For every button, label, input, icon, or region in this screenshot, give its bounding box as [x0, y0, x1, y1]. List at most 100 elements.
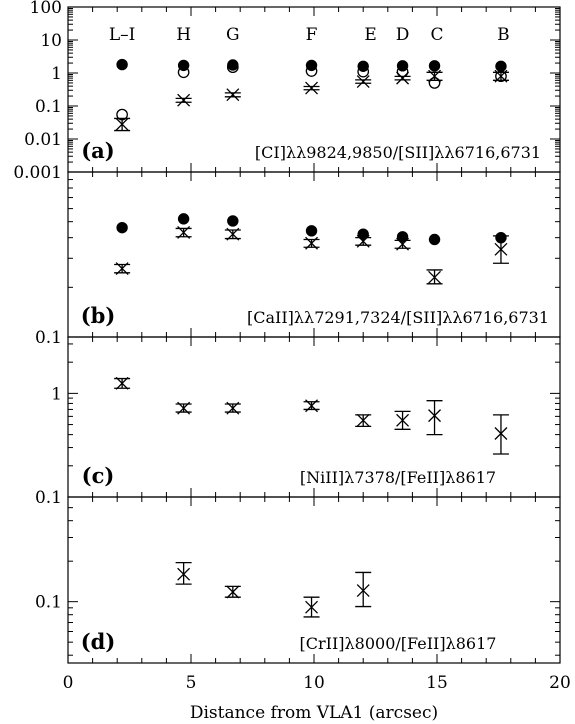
- panel-b-cross-errorbar: [303, 236, 320, 250]
- panel-d-cross-errorbar: [224, 585, 241, 599]
- panel-a-filled-circle: [116, 58, 128, 71]
- panel-d-y-tick-label: 0.1: [35, 593, 62, 613]
- axis-ticks: [67, 6, 561, 663]
- cross-stroke: [115, 376, 129, 390]
- panel-b-ratio-label: [CaII]λλ7291,7324/[SII]λλ6716,6731: [247, 308, 549, 327]
- cross-stroke: [226, 401, 240, 415]
- panel-c-ratio-label: [NiII]λ7378/[FeII]λ8617: [300, 468, 496, 487]
- panel-c-cross-errorbar: [492, 414, 509, 455]
- cross-stroke: [226, 585, 240, 599]
- cross-stroke: [428, 69, 441, 83]
- panel-c-cross-errorbar: [426, 400, 443, 436]
- cross-stroke: [115, 262, 129, 275]
- panel-a-filled-circle: [495, 60, 507, 72]
- panel-b-filled-circle: [116, 221, 128, 234]
- knot-label-H: H: [176, 25, 191, 45]
- x-tick-label: 20: [549, 673, 571, 693]
- panel-a-y-tick-label: 1: [51, 64, 62, 84]
- panel-c-y-tick-label: 0.1: [35, 488, 62, 508]
- panel-c-cross-errorbar: [224, 401, 241, 415]
- tick-labels: 100 10 1 0.1 0.01 0.001 0.1 1 0.1 0.1 0 5 10 15 20: [13, 0, 570, 693]
- x-tick-label: 15: [426, 673, 448, 693]
- knot-label-F: F: [306, 25, 318, 45]
- panel-b-cross-errorbar: [426, 269, 443, 285]
- panel-d-cross-errorbar: [355, 571, 372, 608]
- panel-labels: L–I H G F E D C B (a) [CI]λλ9824,9850/[SII]λλ6716…: [81, 25, 549, 654]
- knot-label-D: D: [396, 25, 410, 45]
- knot-label-L–I: L–I: [109, 25, 136, 45]
- panel-b-cross-errorbar: [175, 226, 192, 239]
- panel-a-open-circle: [495, 70, 507, 83]
- cross-stroke: [356, 75, 370, 89]
- panel-b-filled-circle: [177, 213, 190, 225]
- cross-stroke: [115, 117, 129, 131]
- x-tick-label: 0: [63, 673, 74, 693]
- cross-stroke: [428, 409, 441, 423]
- data-marks: [114, 58, 509, 618]
- cross-stroke: [396, 413, 410, 427]
- panel-c-y-tick-label: 1: [51, 384, 62, 404]
- panel-b-filled-circle: [227, 215, 239, 227]
- panel-c-cross-errorbar: [175, 401, 192, 415]
- panel-b-y-tick-label: 0.1: [35, 328, 62, 348]
- cross-stroke: [428, 270, 441, 284]
- panel-a-y-tick-label: 0.001: [13, 163, 62, 183]
- panel-b-filled-circle: [428, 233, 441, 246]
- cross-stroke: [494, 242, 508, 256]
- panel-a-open-circle: [226, 61, 239, 74]
- panel-a-letter: (a): [81, 138, 114, 163]
- cross-stroke: [305, 81, 318, 95]
- panel-a-y-tick-label: 0.1: [35, 97, 62, 117]
- panel-a-cross-errorbar: [224, 88, 241, 102]
- panel-a-y-tick-label: 0.01: [24, 130, 62, 150]
- panel-d-cross-errorbar: [175, 562, 192, 585]
- panel-b-filled-circle: [305, 225, 318, 237]
- knot-label-B: B: [497, 25, 510, 45]
- cross-stroke: [356, 413, 370, 427]
- panel-c-letter: (c): [82, 463, 115, 488]
- cross-stroke: [494, 427, 508, 440]
- knot-label-C: C: [430, 25, 443, 45]
- cross-stroke: [305, 399, 318, 413]
- panel-c-cross-errorbar: [355, 413, 372, 428]
- panel-a-cross-errorbar: [175, 93, 192, 107]
- panel-b-cross-errorbar: [394, 237, 411, 251]
- panel-a-cross-errorbar: [303, 81, 320, 95]
- cross-stroke: [396, 237, 410, 251]
- knot-label-G: G: [226, 25, 240, 45]
- cross-stroke: [226, 88, 240, 102]
- cross-stroke: [177, 226, 191, 239]
- panel-a-y-tick-label: 10: [40, 31, 62, 51]
- cross-stroke: [226, 227, 240, 241]
- panel-c-cross-errorbar: [394, 410, 411, 430]
- cross-stroke: [356, 584, 370, 597]
- panel-d-ratio-label: [CrII]λ8000/[FeII]λ8617: [300, 634, 497, 653]
- panel-a-cross-errorbar: [394, 71, 411, 85]
- cross-stroke: [177, 93, 191, 107]
- panel-a-ratio-label: [CI]λλ9824,9850/[SII]λλ6716,6731: [255, 143, 541, 162]
- panel-a-cross-errorbar: [492, 69, 509, 83]
- cross-stroke: [396, 71, 410, 85]
- x-tick-label: 10: [303, 673, 325, 693]
- panel-a-open-circle: [177, 66, 190, 79]
- x-axis-label: Distance from VLA1 (arcsec): [190, 703, 438, 723]
- panel-a-y-tick-label: 100: [30, 0, 62, 18]
- panel-c-cross-errorbar: [303, 399, 320, 413]
- panel-b-cross-errorbar: [355, 234, 372, 248]
- panel-a-open-circle: [305, 65, 318, 77]
- cross-stroke: [177, 401, 191, 415]
- panel-c-cross-errorbar: [114, 376, 131, 390]
- panel-b-cross-errorbar: [492, 235, 509, 264]
- panel-d-letter: (d): [81, 629, 116, 654]
- cross-stroke: [305, 600, 318, 614]
- panel-a-filled-circle: [428, 60, 441, 72]
- panel-a-cross-errorbar: [426, 69, 443, 83]
- cross-stroke: [305, 236, 318, 250]
- panel-a-cross-errorbar: [114, 117, 131, 132]
- cross-stroke: [356, 234, 370, 248]
- knot-label-E: E: [364, 25, 376, 45]
- panel-b-cross-errorbar: [114, 262, 131, 275]
- panel-b-cross-errorbar: [224, 227, 241, 241]
- x-tick-label: 5: [186, 673, 197, 693]
